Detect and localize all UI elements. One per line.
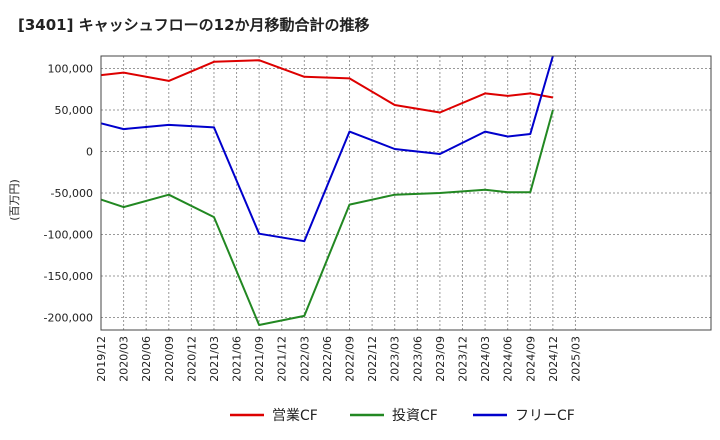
- x-tick-label: 2022/12: [366, 336, 379, 382]
- plot-frame: [100, 55, 712, 331]
- x-tick-label: 2020/06: [140, 336, 153, 382]
- series-lines: [100, 55, 554, 326]
- y-tick-label: -200,000: [44, 312, 93, 325]
- y-tick-label: -150,000: [44, 270, 93, 283]
- legend-label: 投資CF: [392, 408, 438, 424]
- legend-label: 営業CF: [272, 408, 318, 424]
- x-tick-label: 2020/12: [185, 336, 198, 382]
- chart-title: [3401] キャッシュフローの12か月移動合計の推移: [18, 16, 370, 34]
- y-tick-label: 50,000: [55, 104, 94, 117]
- x-tick-label: 2022/06: [321, 336, 334, 382]
- y-tick-label: -50,000: [51, 187, 93, 200]
- y-tick-label: 100,000: [48, 62, 94, 75]
- x-tick-label: 2021/06: [231, 336, 244, 382]
- grid-lines: [100, 56, 711, 330]
- series-line-フリーCF: [100, 55, 554, 243]
- x-tick-label: 2019/12: [95, 336, 108, 382]
- series-line-営業CF: [100, 59, 554, 114]
- legend-label: フリーCF: [515, 408, 575, 424]
- x-tick-label: 2024/03: [479, 336, 492, 382]
- x-tick-label: 2020/03: [118, 336, 131, 382]
- y-tick-label: -100,000: [44, 229, 93, 242]
- legend: 営業CF 投資CF フリーCF: [230, 408, 575, 424]
- x-tick-label: 2025/03: [569, 336, 582, 382]
- x-tick-label: 2024/06: [502, 336, 515, 382]
- x-tick-label: 2022/09: [344, 336, 357, 382]
- x-tick-label: 2024/09: [524, 336, 537, 382]
- x-tick-label: 2023/03: [389, 336, 402, 382]
- x-tick-label: 2023/06: [411, 336, 424, 382]
- x-tick-label: 2021/03: [208, 336, 221, 382]
- x-tick-label: 2023/12: [456, 336, 469, 382]
- x-tick-label: 2021/09: [253, 336, 266, 382]
- y-tick-labels: 100,000 50,000 0 -50,000 -100,000 -150,000 -20…: [44, 62, 93, 324]
- x-tick-labels: 2019/12 2020/03 2020/06 2020/09 2020/12 2021/…: [95, 336, 582, 382]
- x-tick-label: 2024/12: [547, 336, 560, 382]
- y-tick-label: 0: [86, 145, 93, 158]
- x-tick-label: 2023/09: [434, 336, 447, 382]
- x-tick-label: 2020/09: [163, 336, 176, 382]
- series-line-投資CF: [100, 109, 554, 326]
- x-tick-label: 2021/12: [276, 336, 289, 382]
- y-axis-label: (百万円): [8, 179, 21, 221]
- x-tick-label: 2022/03: [298, 336, 311, 382]
